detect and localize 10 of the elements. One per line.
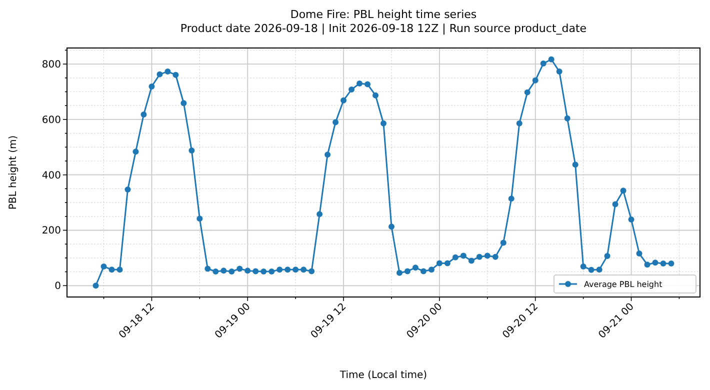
y-tick-label: 400 bbox=[42, 170, 61, 182]
y-tick-label: 200 bbox=[42, 226, 61, 237]
chart-subtitle: Product date 2026-09-18 | Init 2026-09-18 12Z | Run source product_date bbox=[180, 22, 587, 35]
y-axis-title: PBL height (m) bbox=[8, 135, 19, 210]
y-tick-label: 0 bbox=[54, 281, 61, 292]
y-tick-label: 600 bbox=[42, 114, 61, 126]
x-axis-title: Time (Local time) bbox=[338, 370, 428, 381]
chart-title: Dome Fire: PBL height time series bbox=[290, 8, 477, 21]
legend-label: Average PBL height bbox=[584, 280, 662, 289]
y-tick-label: 800 bbox=[42, 60, 61, 71]
